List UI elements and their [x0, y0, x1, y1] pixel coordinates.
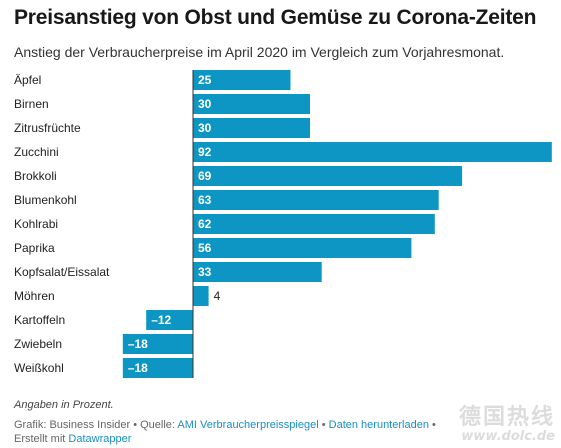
value-label: 56	[198, 241, 212, 255]
bar-chart: Äpfel 25 Birnen 30 Zitrusfrüchte 30 Zucchini 92…	[14, 70, 552, 378]
value-label: 30	[198, 97, 212, 111]
credits: Grafik: Business Insider • Quelle: AMI V…	[14, 418, 464, 446]
value-label: –18	[128, 337, 148, 351]
bar	[122, 358, 193, 378]
credits-separator: •	[318, 419, 329, 431]
value-label: 69	[198, 169, 212, 183]
value-label: 33	[198, 265, 212, 279]
bar	[193, 238, 412, 258]
credits-prefix: Grafik: Business Insider • Quelle:	[14, 419, 178, 431]
category-label: Weißkohl	[14, 361, 64, 375]
bar	[193, 262, 322, 282]
bar	[193, 70, 291, 90]
bar	[193, 94, 310, 114]
value-label: 4	[214, 289, 221, 303]
category-label: Brokkoli	[14, 169, 57, 183]
category-label: Birnen	[14, 97, 49, 111]
category-label: Zitrusfrüchte	[14, 121, 81, 135]
value-label: 62	[198, 217, 212, 231]
value-label: 30	[198, 121, 212, 135]
credits-trailing: •	[428, 419, 436, 431]
bar	[122, 334, 193, 354]
bar	[193, 166, 463, 186]
bar	[193, 142, 552, 162]
bar-group: Äpfel 25 Birnen 30 Zitrusfrüchte 30 Zucchini 92…	[14, 70, 552, 378]
watermark-line1: 德国热线	[458, 405, 555, 430]
category-label: Paprika	[14, 241, 55, 255]
category-label: Kohlrabi	[14, 217, 58, 231]
bar	[193, 118, 310, 138]
value-label: –12	[151, 313, 171, 327]
category-label: Möhren	[14, 289, 55, 303]
value-label: 63	[198, 193, 212, 207]
chart-subtitle: Anstieg der Verbraucherpreise im April 2…	[14, 44, 505, 60]
source-link[interactable]: AMI Verbraucherpreisspiegel	[177, 419, 319, 431]
watermark-line2: www.dolc.de	[461, 429, 555, 444]
bar	[193, 190, 439, 210]
category-label: Kopfsalat/Eissalat	[14, 265, 110, 279]
watermark: 德国热线 www.dolc.de	[458, 405, 555, 445]
made-with-text: Erstellt mit	[14, 433, 69, 445]
value-label: 92	[198, 145, 212, 159]
footnote: Angaben in Prozent.	[14, 399, 114, 411]
value-label: 25	[198, 73, 212, 87]
chart-title: Preisanstieg von Obst und Gemüse zu Coro…	[14, 6, 537, 29]
download-data-link[interactable]: Daten herunterladen	[328, 419, 429, 431]
bar	[193, 214, 435, 234]
bar	[193, 286, 209, 306]
category-label: Kartoffeln	[14, 313, 65, 327]
bar	[146, 310, 193, 330]
category-label: Blumenkohl	[14, 193, 77, 207]
category-label: Zucchini	[14, 145, 59, 159]
category-label: Äpfel	[14, 73, 41, 87]
datawrapper-link[interactable]: Datawrapper	[68, 433, 132, 445]
category-label: Zwiebeln	[14, 337, 62, 351]
value-label: –18	[128, 361, 148, 375]
